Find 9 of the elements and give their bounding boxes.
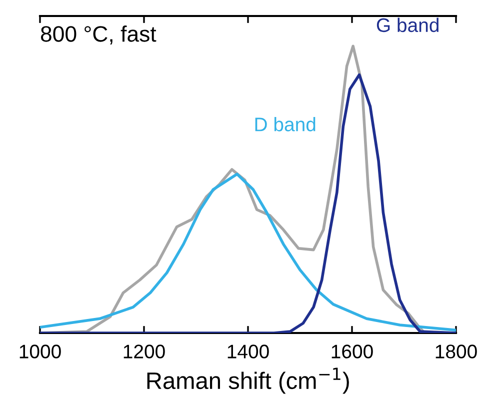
x-tick-label: 1400 xyxy=(228,344,269,358)
x-tick-label: 1800 xyxy=(436,344,477,358)
x-tick-label: 1600 xyxy=(332,344,373,358)
x-tick-label: 1000 xyxy=(20,344,61,358)
x-tick-label: 1200 xyxy=(124,344,165,358)
text: 800 °C, fast xyxy=(40,26,156,44)
text: D band xyxy=(255,117,316,132)
text: G band xyxy=(376,18,438,32)
x-axis-title: Raman shift (cm$^{−1}$) xyxy=(147,368,349,394)
